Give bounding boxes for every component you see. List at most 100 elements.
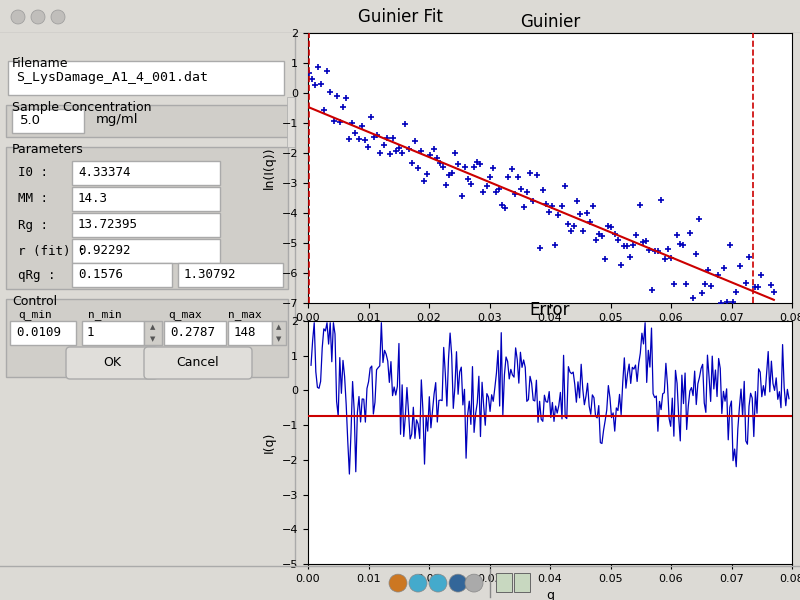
Point [624,252,637,262]
Point [355,121,368,131]
Point [652,246,665,256]
Text: n_max: n_max [228,310,262,320]
Point [552,210,565,220]
Point [690,250,702,259]
Text: ▼: ▼ [276,336,282,342]
Point [586,202,599,211]
Text: Rg :: Rg : [18,218,48,232]
Point [636,237,649,247]
Text: 1.30792: 1.30792 [184,269,237,281]
Bar [72,187,220,211]
Point [662,245,674,254]
Point [555,201,568,211]
Point [658,254,671,263]
Text: Control: Control [12,295,57,308]
Point [342,134,355,144]
Circle shape [465,574,483,592]
Bar [178,263,283,287]
Bar [82,321,144,345]
Point [693,214,706,224]
Text: OK: OK [103,356,121,370]
Point [334,117,346,127]
Text: n_min: n_min [88,310,122,320]
Point [462,174,474,184]
Point [708,307,721,316]
Point [465,179,478,189]
Point [568,221,581,231]
Point [696,288,709,298]
Point [396,149,409,158]
Bar [228,321,272,345]
Point [514,184,527,194]
Point [318,106,330,115]
Bar [144,321,162,345]
Point [496,200,509,210]
Bar [72,213,220,237]
Point [642,245,655,254]
Point [330,91,343,100]
Point [349,128,362,137]
Bar [272,321,286,345]
Point [411,163,424,173]
Title: Guinier: Guinier [520,13,580,31]
Bar [287,97,295,147]
Text: Guinier Fit: Guinier Fit [358,8,442,26]
Point [393,143,406,153]
Point [618,241,630,251]
Point [524,168,537,178]
Point [493,184,506,194]
Point [752,282,765,292]
Circle shape [389,574,407,592]
Point [730,287,742,297]
Bar [72,161,220,185]
Text: I0 :: I0 : [18,166,48,179]
Point [539,199,552,209]
Point [358,136,371,145]
Point [309,80,322,90]
Point [383,149,396,159]
Point [527,196,540,206]
Title: Error: Error [530,301,570,319]
Point [346,118,358,128]
Text: Parameters: Parameters [12,143,84,156]
Text: Sample Concentration: Sample Concentration [12,101,151,114]
Point [374,149,387,158]
Circle shape [51,10,65,24]
Point [302,68,315,77]
Point [711,270,724,280]
Point [480,181,493,190]
Point [449,148,462,158]
Bar [10,321,76,345]
Text: ▲: ▲ [276,324,282,330]
Point [705,281,718,290]
Point [605,223,618,232]
Text: 148: 148 [234,326,257,340]
Text: S_LysDamage_A1_4_001.dat: S_LysDamage_A1_4_001.dat [16,71,208,85]
Point [546,202,558,211]
FancyBboxPatch shape [66,347,158,379]
Point [327,116,340,126]
Point [590,235,602,244]
Point [471,157,484,166]
Point [565,226,578,235]
Point [649,247,662,256]
Circle shape [429,574,447,592]
Point [718,263,730,273]
Y-axis label: ln(I(q)): ln(I(q)) [263,147,276,189]
Point [530,170,543,179]
Point [736,312,749,322]
Point [499,203,512,212]
Point [680,279,693,289]
Point [667,280,680,289]
Point [602,221,614,230]
Point [583,217,596,227]
Text: 0.1576: 0.1576 [78,269,123,281]
Point [380,133,393,143]
Point [477,188,490,197]
Text: 0.2787: 0.2787 [170,326,215,340]
Point [562,219,574,229]
Point [508,189,521,199]
Point [536,185,549,195]
Point [424,150,437,160]
Point [442,170,455,180]
